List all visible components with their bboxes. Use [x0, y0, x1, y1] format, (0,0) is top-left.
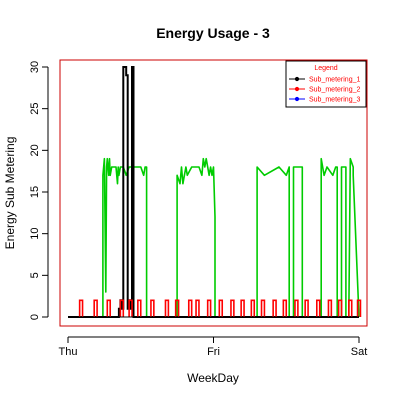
x-axis-ticks: Thu Fri Sat [59, 337, 368, 358]
legend-entry-label: Sub_metering_1 [309, 77, 360, 84]
legend-marker [294, 86, 300, 92]
series-layer [68, 66, 362, 318]
series-sub-metering-2-spike [250, 299, 256, 317]
series-sub-metering-2 [78, 299, 362, 317]
series-sub-metering-2-spike [206, 299, 212, 317]
series-sub-metering-2-spike [78, 299, 84, 317]
series-sub-metering-2-spike [337, 299, 343, 317]
series-sub-metering-2-spike [119, 299, 125, 317]
y-axis-ticks: 0 5 10 15 20 25 30 [29, 61, 48, 320]
y-tick-label: 20 [29, 144, 41, 156]
y-tick-label: 30 [29, 61, 41, 73]
legend: Legend Sub_metering_1Sub_metering_2Sub_m… [285, 60, 367, 108]
series-sub-metering-3-line [68, 157, 360, 318]
x-tick-label: Thu [59, 346, 78, 358]
series-sub-metering-2-spike [240, 299, 245, 317]
y-tick-label: 15 [29, 186, 41, 198]
series-sub-metering-2-spike [294, 299, 299, 317]
x-tick-label: Fri [207, 346, 220, 358]
y-axis-label: Energy Sub Metering [3, 137, 17, 250]
y-tick-label: 10 [29, 228, 41, 240]
series-sub-metering-2-spike [174, 299, 180, 317]
x-axis-label: WeekDay [187, 371, 239, 385]
series-sub-metering-2-spike [260, 299, 266, 317]
series-sub-metering-2-spike [348, 299, 353, 317]
series-sub-metering-2-spike [304, 299, 309, 317]
legend-entry-label: Sub_metering_3 [309, 97, 360, 104]
series-sub-metering-2-spike [106, 299, 111, 317]
series-sub-metering-2-spike [316, 299, 321, 317]
series-sub-metering-2-spike [327, 299, 333, 317]
plot-frame [59, 59, 368, 327]
series-sub-metering-2-spike [187, 299, 193, 317]
series-sub-metering-2-spike [195, 299, 200, 317]
series-sub-metering-2-spike [93, 299, 98, 317]
y-tick-label: 5 [29, 272, 41, 278]
chart-title: Energy Usage - 3 [156, 25, 270, 41]
legend-title: Legend [314, 65, 337, 72]
y-tick-label: 25 [29, 103, 41, 115]
series-sub-metering-2-spike [128, 299, 133, 317]
series-sub-metering-2-spike [356, 299, 362, 317]
legend-marker [294, 96, 300, 102]
legend-entry-label: Sub_metering_2 [309, 87, 360, 94]
legend-entries: Sub_metering_1 Sub_metering_2 Sub_metering… [289, 77, 360, 104]
series-sub-metering-2-spike [218, 299, 224, 317]
y-tick-label: 0 [29, 314, 41, 320]
series-sub-metering-2-spike [230, 299, 235, 317]
x-tick-label: Sat [351, 346, 368, 358]
series-sub-metering-2-spike [137, 299, 142, 317]
series-sub-metering-2-spike [164, 299, 170, 317]
series-sub-metering-2-spike [272, 299, 277, 317]
legend-marker [294, 76, 300, 82]
series-sub-metering-2-spike [282, 299, 288, 317]
series-sub-metering-2-spike [150, 299, 155, 317]
